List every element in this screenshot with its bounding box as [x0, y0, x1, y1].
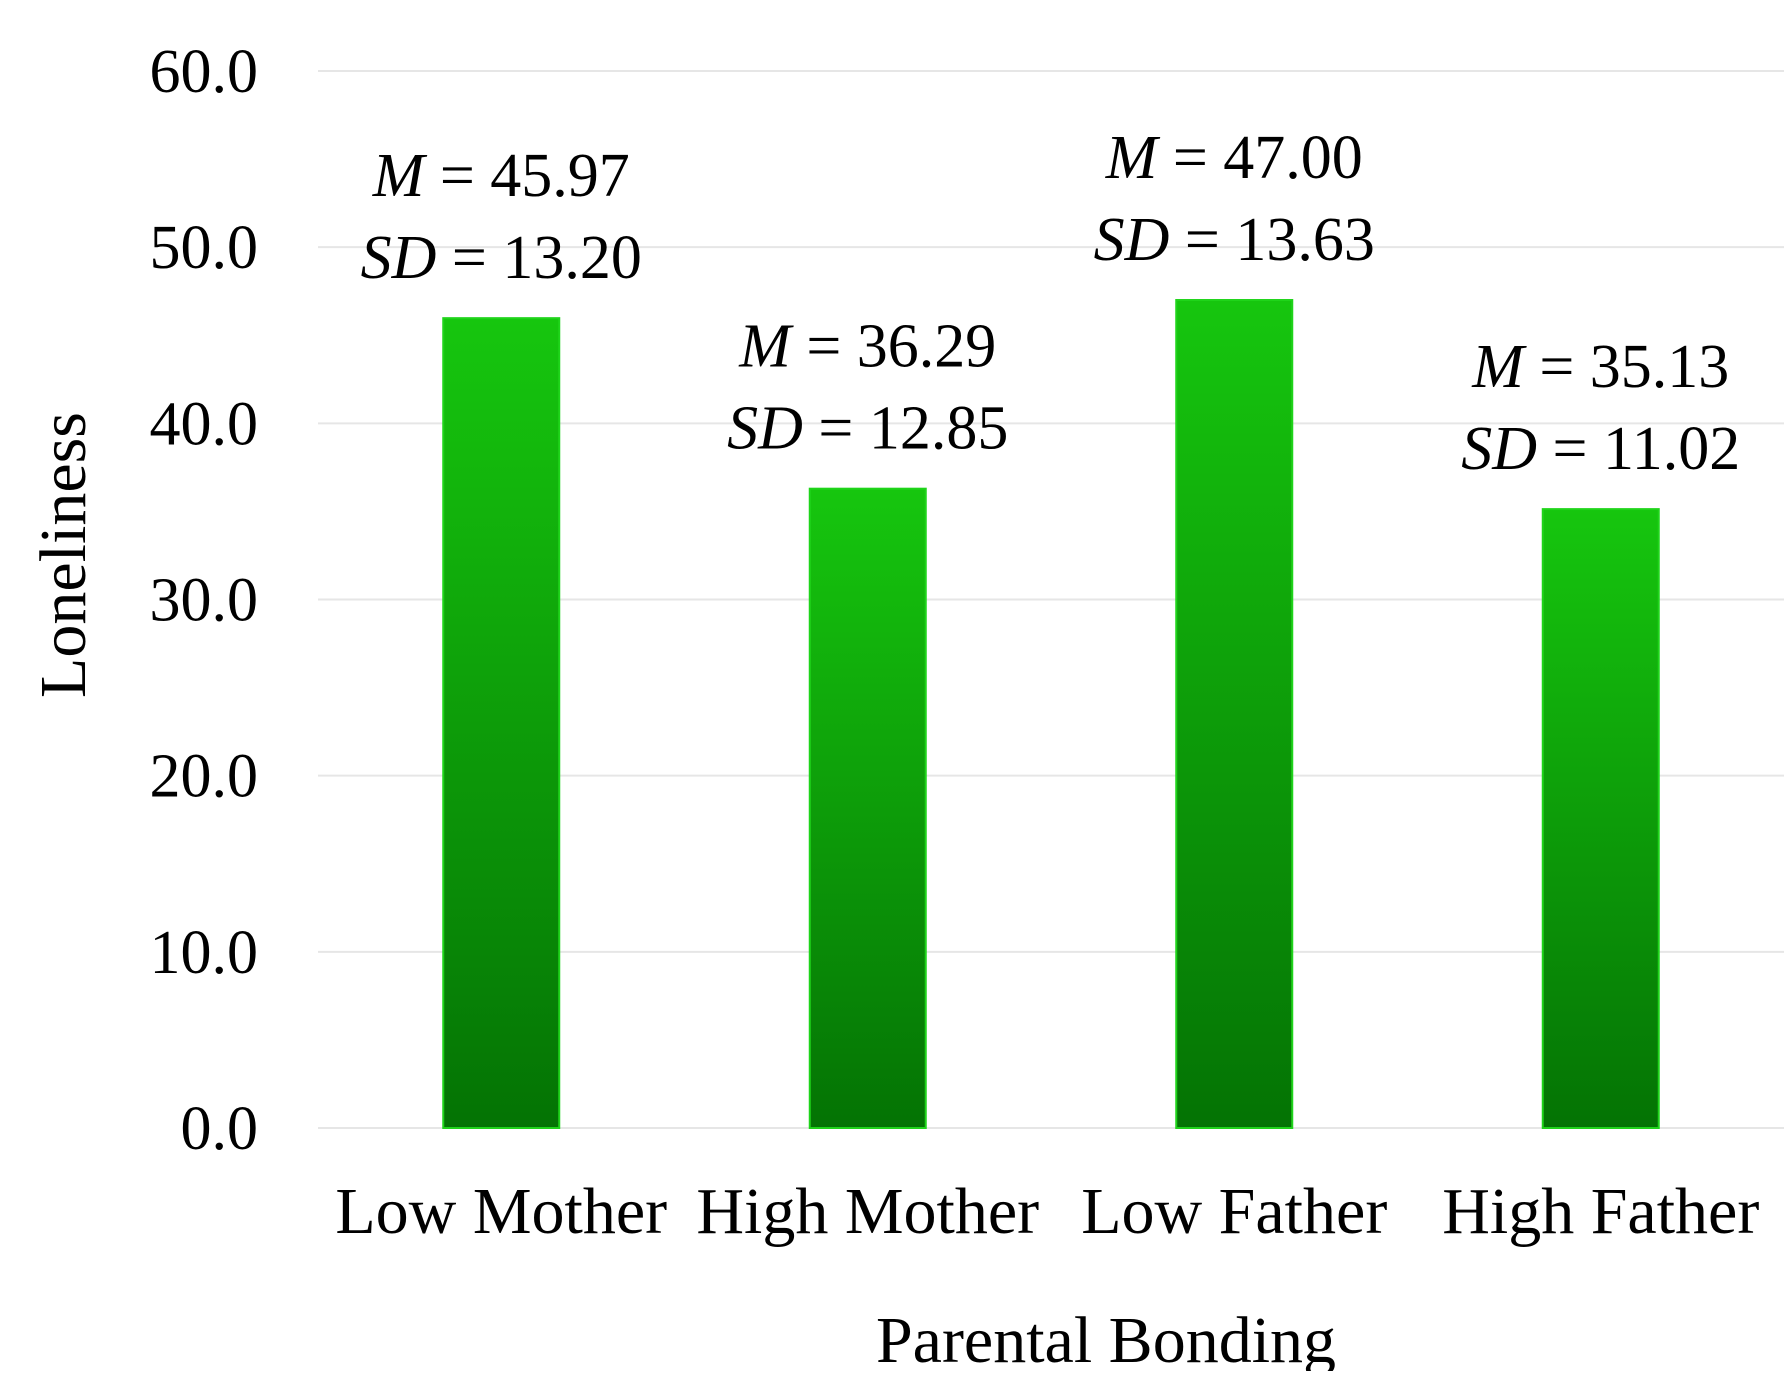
x-axis-ticks: Low Mother High Mother Low Father High Fath… [335, 1175, 1759, 1248]
data-label-sd: SD = 13.63 [1094, 206, 1375, 274]
data-label-mean: M = 35.13 [1471, 333, 1729, 401]
y-axis-title: Loneliness [27, 412, 100, 698]
x-tick-label: High Father [1442, 1175, 1759, 1248]
bar [1541, 508, 1660, 1129]
data-label-mean: M = 36.29 [738, 313, 996, 381]
x-tick-label: Low Mother [335, 1175, 667, 1248]
y-tick-label: 40.0 [150, 390, 259, 458]
gridlines [318, 70, 1784, 1129]
bar [1175, 299, 1294, 1129]
data-label-mean: M = 45.97 [372, 142, 630, 210]
data-labels: M = 45.97 SD = 13.20 M = 36.29 SD = 12.85 M … [361, 124, 1741, 483]
y-tick-label: 20.0 [150, 743, 259, 811]
y-tick-label: 30.0 [150, 567, 259, 635]
y-axis-ticks: 0.0 10.0 20.0 30.0 40.0 50.0 60.0 [150, 38, 259, 1163]
bar [442, 317, 561, 1130]
x-axis-title: Parental Bonding [876, 1304, 1336, 1371]
bar [808, 487, 927, 1129]
y-tick-label: 10.0 [150, 919, 259, 987]
y-tick-label: 0.0 [181, 1095, 259, 1163]
data-label-sd: SD = 12.85 [727, 395, 1008, 463]
data-label-sd: SD = 13.20 [361, 224, 642, 292]
data-label-sd: SD = 11.02 [1461, 415, 1740, 483]
bars [442, 299, 1660, 1130]
data-label-mean: M = 47.00 [1105, 124, 1363, 192]
y-tick-label: 50.0 [150, 214, 259, 282]
x-tick-label: Low Father [1081, 1175, 1387, 1248]
y-tick-label: 60.0 [150, 38, 259, 106]
x-tick-label: High Mother [696, 1175, 1039, 1248]
